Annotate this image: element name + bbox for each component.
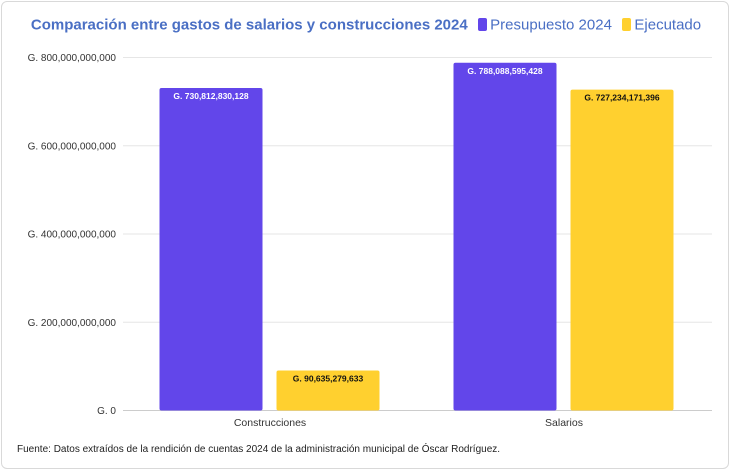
bar-data-label-ejecutado-construcciones: G. 90,635,279,633 — [293, 374, 364, 384]
legend-item-presupuesto[interactable]: Presupuesto 2024 — [478, 16, 612, 34]
bar-ejecutado-salarios — [570, 89, 674, 411]
chart-header: Comparación entre gastos de salarios y c… — [0, 16, 732, 34]
y-tick-label: G. 400,000,000,000 — [28, 230, 117, 241]
y-tick-label: G. 200,000,000,000 — [28, 318, 117, 329]
source-note: Fuente: Datos extraídos de la rendición … — [17, 444, 501, 455]
legend-item-ejecutado[interactable]: Ejecutado — [622, 16, 701, 34]
bar-data-label-presupuesto-construcciones: G. 730,812,830,128 — [173, 91, 248, 101]
bar-ejecutado-construcciones — [276, 370, 380, 411]
y-tick-label: G. 800,000,000,000 — [28, 53, 117, 64]
y-tick-label: G. 600,000,000,000 — [28, 141, 117, 152]
legend-swatch-presupuesto — [478, 18, 488, 32]
bar-presupuesto-salarios — [453, 62, 557, 411]
chart-title: Comparación entre gastos de salarios y c… — [30, 16, 468, 34]
bar-data-label-ejecutado-salarios: G. 727,234,171,396 — [584, 93, 659, 103]
bar-data-label-presupuesto-salarios: G. 788,088,595,428 — [467, 66, 542, 76]
legend-swatch-ejecutado — [622, 18, 632, 32]
y-tick-label: G. 0 — [97, 406, 116, 417]
bar-presupuesto-construcciones — [159, 88, 263, 411]
legend-label-ejecutado: Ejecutado — [634, 16, 702, 34]
x-category-label-salarios: Salarios — [545, 417, 583, 429]
x-category-label-construcciones: Construcciones — [234, 417, 306, 429]
legend-label-presupuesto: Presupuesto 2024 — [490, 16, 612, 34]
